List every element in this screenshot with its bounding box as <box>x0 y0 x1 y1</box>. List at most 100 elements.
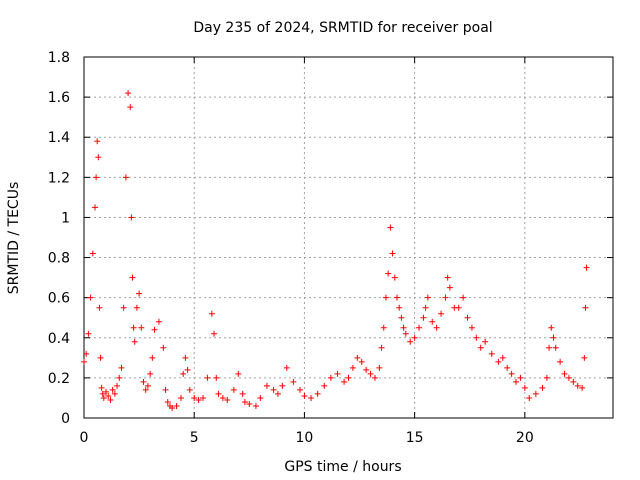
data-point <box>574 382 581 389</box>
data-point <box>160 344 167 351</box>
data-point <box>252 402 259 409</box>
data-point <box>200 394 207 401</box>
data-point <box>341 378 348 385</box>
data-point <box>208 310 215 317</box>
data-point <box>235 370 242 377</box>
data-point <box>583 264 590 271</box>
y-tick-label: 1.6 <box>48 90 70 106</box>
data-point <box>517 374 524 381</box>
data-point <box>376 364 383 371</box>
data-point <box>195 396 202 403</box>
data-point <box>219 394 226 401</box>
data-point <box>83 350 90 357</box>
data-point <box>398 314 405 321</box>
data-point <box>513 378 520 385</box>
data-point <box>140 378 147 385</box>
data-point <box>473 334 480 341</box>
y-tick-label: 1 <box>61 210 70 226</box>
data-point <box>402 330 409 337</box>
data-point <box>334 370 341 377</box>
data-point <box>263 382 270 389</box>
x-tick-label: 20 <box>516 430 534 446</box>
data-point <box>546 344 553 351</box>
data-point <box>411 334 418 341</box>
data-point <box>138 324 145 331</box>
data-point <box>521 384 528 391</box>
x-tick-label: 10 <box>296 430 314 446</box>
data-point <box>438 310 445 317</box>
data-point <box>349 364 356 371</box>
data-point <box>378 344 385 351</box>
data-point <box>416 324 423 331</box>
data-point <box>279 382 286 389</box>
data-point <box>204 374 211 381</box>
data-point <box>424 294 431 301</box>
data-point <box>314 390 321 397</box>
data-point <box>100 394 107 401</box>
data-point <box>162 386 169 393</box>
data-point <box>151 326 158 333</box>
y-tick-label: 0 <box>61 411 70 427</box>
data-point <box>358 358 365 365</box>
data-point <box>345 374 352 381</box>
data-point <box>131 338 138 345</box>
data-point <box>93 174 100 181</box>
data-point <box>191 394 198 401</box>
data-point <box>116 374 123 381</box>
data-point <box>290 378 297 385</box>
y-tick-label: 0.6 <box>48 291 70 307</box>
data-point <box>308 394 315 401</box>
data-point <box>215 390 222 397</box>
data-point <box>444 274 451 281</box>
data-point <box>95 154 102 161</box>
data-point <box>149 354 156 361</box>
data-point <box>241 398 248 405</box>
data-point <box>389 250 396 257</box>
data-point <box>561 370 568 377</box>
x-tick-label: 15 <box>406 430 424 446</box>
data-point <box>182 354 189 361</box>
data-point <box>297 386 304 393</box>
data-point <box>98 384 105 391</box>
x-tick-label: 0 <box>80 430 89 446</box>
data-point <box>565 374 572 381</box>
data-point <box>557 358 564 365</box>
data-point <box>354 354 361 361</box>
data-point <box>99 390 106 397</box>
data-point <box>468 324 475 331</box>
data-point <box>184 366 191 373</box>
data-point <box>420 314 427 321</box>
data-point <box>177 394 184 401</box>
data-points <box>81 90 590 411</box>
data-point <box>142 386 149 393</box>
data-point <box>407 338 414 345</box>
data-point <box>464 314 471 321</box>
data-point <box>169 404 176 411</box>
data-point <box>499 354 506 361</box>
data-point <box>539 384 546 391</box>
data-point <box>127 104 134 111</box>
data-point <box>385 270 392 277</box>
data-point <box>211 330 218 337</box>
data-point <box>224 396 231 403</box>
data-point <box>87 294 94 301</box>
data-point <box>111 390 118 397</box>
data-point <box>301 392 308 399</box>
data-point <box>495 358 502 365</box>
data-point <box>391 274 398 281</box>
data-point <box>371 374 378 381</box>
data-point <box>433 324 440 331</box>
data-point <box>455 304 462 311</box>
data-point <box>283 364 290 371</box>
data-point <box>382 294 389 301</box>
data-point <box>504 364 511 371</box>
data-point <box>109 386 116 393</box>
data-point <box>550 334 557 341</box>
data-point <box>107 396 114 403</box>
data-point <box>422 304 429 311</box>
y-axis-label: SRMTID / TECUs <box>6 182 22 295</box>
data-point <box>552 344 559 351</box>
axis-ticks: 0 5 10 15 20 0 0.2 0.4 0.6 0.8 1 1.2 1.4 1.6 1.8 <box>48 50 613 446</box>
data-point <box>270 386 277 393</box>
